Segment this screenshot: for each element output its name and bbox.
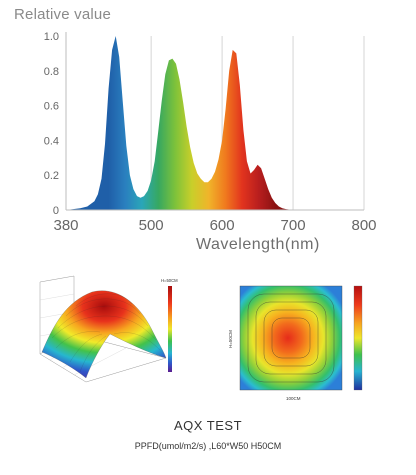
y-tick-labels: 0 0.2 0.4 0.6 0.8 1.0 — [44, 31, 59, 217]
y-tick-label: 0.2 — [44, 170, 59, 182]
y-tick-label: 0 — [53, 205, 59, 217]
x-tick-label: 800 — [351, 217, 376, 234]
x-tick-label: 700 — [281, 217, 306, 234]
test-subtitle: PPFD(umol/m2/s) ,L60*W50 H50CM — [134, 441, 282, 451]
contour-y-axis-label: H=50CM — [228, 330, 233, 348]
surface-dome — [41, 290, 167, 379]
x-tick-label: 380 — [53, 217, 78, 234]
y-tick-label: 0.6 — [44, 101, 59, 113]
contour-lines — [247, 293, 335, 383]
light-distribution-contour-map: H=50CM 100CM — [228, 285, 363, 401]
test-title: AQX TEST — [173, 418, 243, 433]
surface-colorbar-title: H=50CM — [161, 278, 178, 283]
contour-heat-area — [239, 285, 343, 391]
surface-colorbar — [168, 286, 172, 372]
y-tick-label: 0.8 — [44, 66, 59, 78]
spectrum-series-area — [66, 36, 315, 210]
y-tick-label: 1.0 — [44, 31, 59, 43]
chart-axes — [65, 32, 364, 211]
spectrum-chart: 0 0.2 0.4 0.6 0.8 1.0 380 500 600 700 800 — [44, 31, 377, 234]
y-tick-label: 0.4 — [44, 135, 59, 147]
x-tick-labels: 380 500 600 700 800 — [53, 217, 376, 234]
chart-title: Relative value — [14, 6, 112, 23]
light-distribution-surface-plot: H=50CM — [39, 275, 178, 383]
spectrum-area — [66, 36, 315, 210]
x-tick-label: 600 — [210, 217, 235, 234]
contour-x-axis-label: 100CM — [286, 396, 301, 401]
x-axis-label: Wavelength(nm) — [196, 236, 320, 253]
x-tick-label: 500 — [139, 217, 164, 234]
contour-colorbar — [353, 285, 363, 391]
